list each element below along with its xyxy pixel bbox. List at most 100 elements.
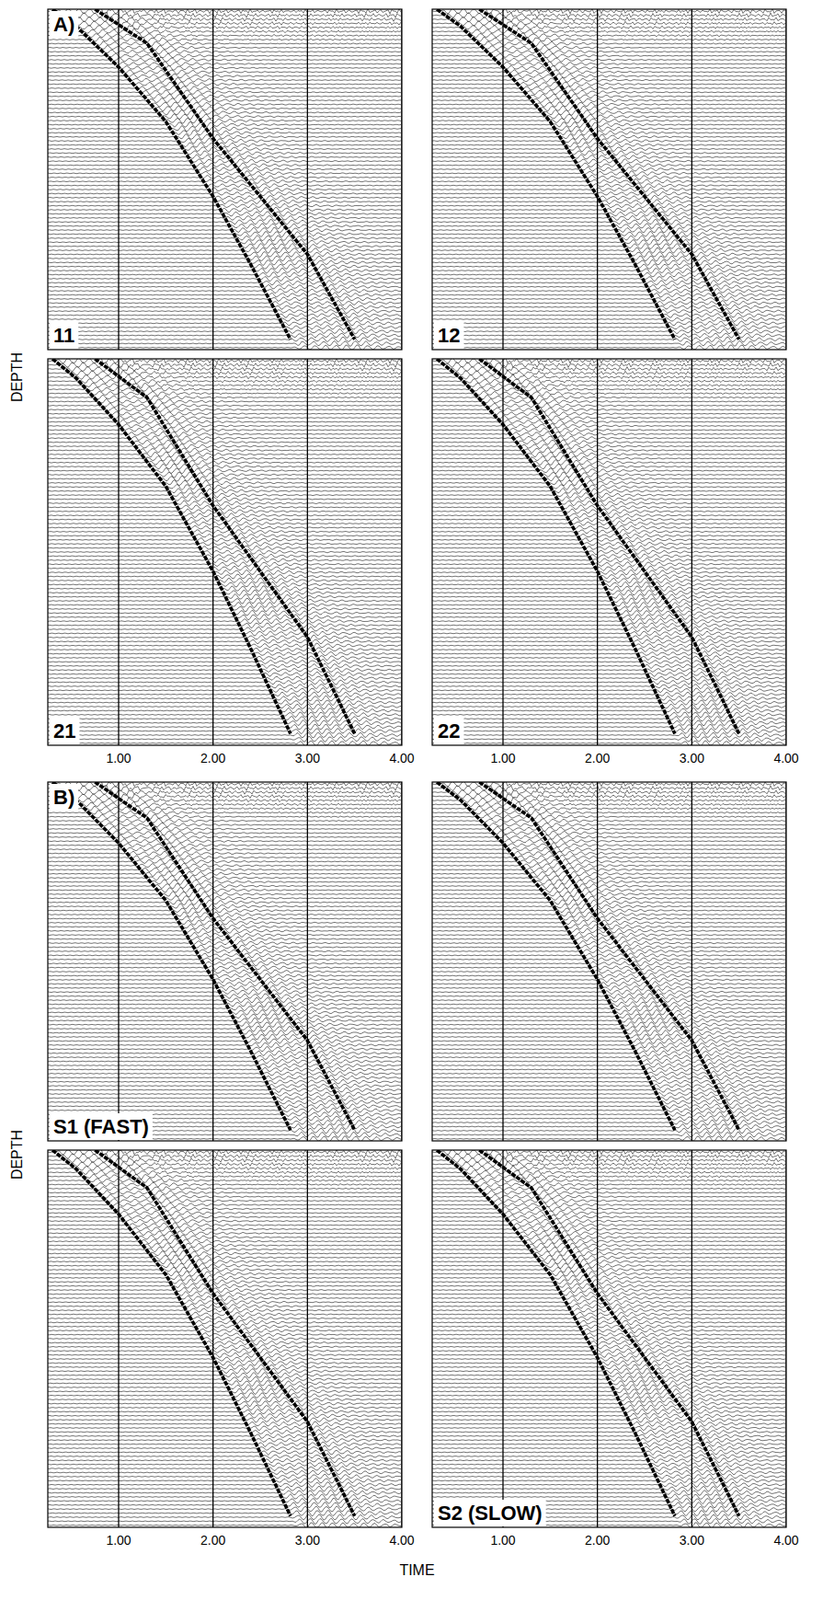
trace [432,874,786,881]
trace [47,891,401,897]
trace [47,475,401,481]
trace [47,894,401,901]
trace [432,972,786,978]
trace [47,1425,401,1430]
trace [432,57,786,62]
trace [47,529,401,536]
tick-label: 1.00 [105,1531,131,1547]
panel-title: 11 [53,323,75,347]
grid-line [212,9,214,350]
trace [432,255,786,262]
plot-bg [432,358,787,745]
trace [47,834,401,839]
trace [432,1428,786,1434]
trace [432,28,786,35]
trace [47,419,401,424]
trace [47,683,401,688]
trace [47,443,401,448]
trace [432,1335,786,1341]
trace [47,61,401,67]
trace [432,728,786,734]
trace [432,336,786,343]
trace [432,1020,786,1027]
tick-label: 4.00 [388,1531,414,1547]
trace [432,891,786,897]
trace [47,651,401,656]
trace [432,1082,786,1087]
trace [47,605,401,612]
trace [47,1156,401,1164]
trace [432,731,786,738]
trace [47,239,401,245]
trace [47,1408,401,1415]
tick-label: 1.00 [490,1531,515,1547]
trace [432,1343,786,1349]
trace [47,565,401,572]
trace [432,557,786,563]
picked-arrival [94,1149,355,1516]
trace [432,1348,786,1353]
trace [432,1242,786,1248]
trace [432,1278,786,1284]
trace [432,1262,786,1269]
trace [432,174,786,180]
trace [432,1444,786,1450]
plot-area [47,1149,402,1527]
trace [432,1017,786,1023]
trace [432,1449,786,1455]
trace [47,1412,401,1418]
trace [432,691,786,698]
trace [432,1245,786,1252]
trace [432,475,786,481]
trace [47,874,401,881]
axis-title: DEPTH [9,352,25,402]
trace [432,666,786,673]
trace [432,369,786,377]
panel-title: 22 [437,719,460,743]
trace [47,735,401,742]
plot-area [47,781,402,1141]
trace [47,671,401,676]
trace [47,1291,401,1296]
trace [432,870,786,877]
trace [432,915,786,922]
trace [47,540,401,546]
trace [47,1021,401,1028]
trace [47,1481,401,1487]
panel-title-group: 22 [434,717,464,744]
panel-title-group: 21 [49,717,80,744]
trace [432,525,786,530]
trace [47,972,401,978]
trace [432,662,786,668]
trace [47,292,401,298]
trace [47,1457,401,1463]
trace [47,597,401,604]
trace [432,1485,786,1491]
trace [432,788,786,795]
trace [432,800,786,808]
trace [432,1107,786,1113]
figure: 11121.002.003.004.00211.002.003.004.0022… [0,0,823,1600]
trace [432,818,786,823]
trace [47,674,401,681]
trace [47,259,401,265]
trace [47,1327,401,1333]
trace [47,337,401,343]
trace [47,179,401,184]
trace [432,206,786,212]
trace [432,1400,786,1406]
trace [432,834,786,839]
trace [432,230,786,237]
trace [432,919,786,925]
trace [47,77,401,83]
trace [432,1425,786,1430]
trace [47,911,401,917]
trace [47,614,401,620]
trace [47,1335,401,1341]
trace [432,1098,786,1105]
trace [432,1488,786,1495]
trace [47,1242,401,1248]
trace [47,117,401,124]
trace [47,813,401,819]
trace [47,154,401,160]
